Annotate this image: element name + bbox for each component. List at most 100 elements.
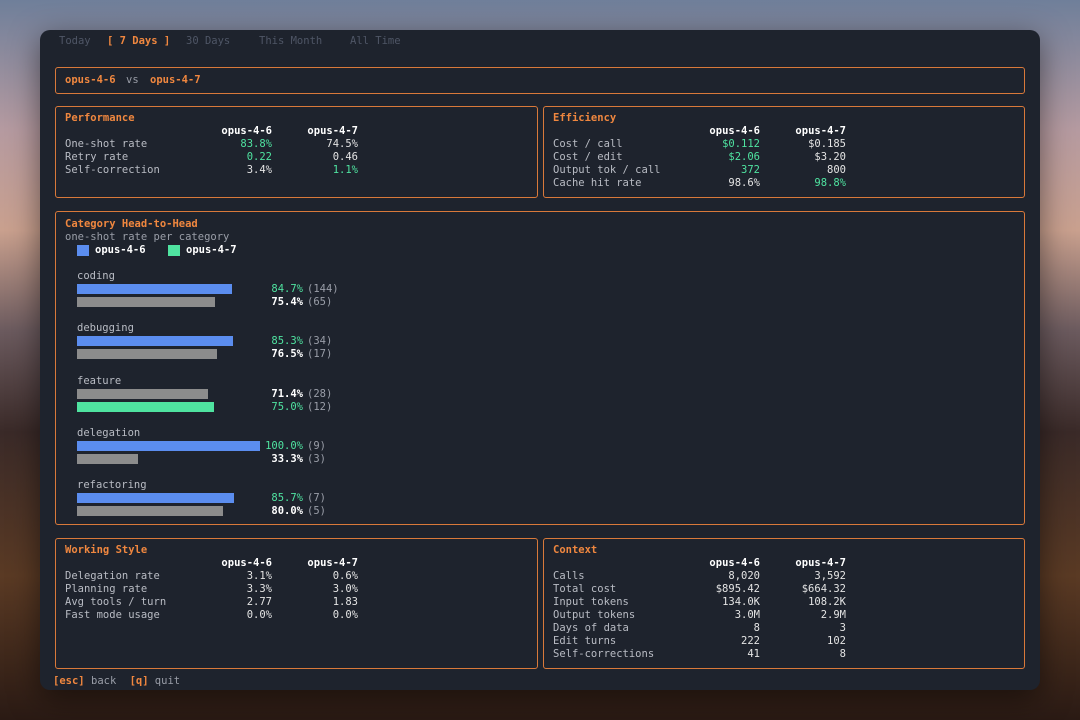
tab[interactable]: [ 7 Days ] [107, 35, 171, 47]
panel-title: Context [553, 544, 598, 556]
count-label: (28) [307, 387, 333, 400]
cell-value: 8 [753, 622, 760, 634]
row-label: Edit turns [553, 635, 617, 647]
row-label: Self-correction [65, 164, 160, 176]
legend-label: opus-4-6 [95, 244, 146, 256]
tab[interactable]: 30 Days [186, 35, 231, 47]
cell-value: $0.112 [722, 138, 760, 150]
row-label: Fast mode usage [65, 609, 160, 621]
efficiency-box [543, 106, 1025, 198]
panel-title: Working Style [65, 544, 148, 556]
footer-key[interactable]: [esc] [53, 675, 85, 687]
row-label: Cache hit rate [553, 177, 642, 189]
cell-value: 8 [839, 648, 846, 660]
bar [77, 349, 217, 360]
cell-value: 800 [827, 164, 846, 176]
bar [77, 453, 138, 464]
category-box [55, 211, 1025, 525]
cell-value: 3.4% [246, 164, 272, 176]
cell-value: 8,020 [728, 570, 760, 582]
column-header: opus-4-7 [307, 557, 358, 569]
cell-value: 3.1% [246, 570, 272, 582]
value-label: 85.7% [271, 492, 303, 505]
cell-value: $2.06 [728, 151, 760, 163]
column-header: opus-4-6 [709, 557, 760, 569]
tab[interactable]: All Time [350, 35, 401, 47]
bar [77, 506, 224, 517]
cell-value: 98.6% [728, 177, 760, 189]
cell-value: 3.0% [332, 583, 358, 595]
header-box [55, 67, 1025, 94]
value-label: 100.0% [265, 439, 303, 452]
count-label: (34) [307, 335, 333, 348]
cell-value: $895.42 [715, 583, 760, 595]
legend-swatch [168, 245, 180, 256]
cell-value: 0.0% [246, 609, 272, 621]
count-label: (65) [307, 296, 333, 308]
cell-value: 372 [741, 164, 760, 176]
cell-value: 0.0% [332, 609, 358, 621]
row-label: Retry rate [65, 151, 129, 163]
column-header: opus-4-7 [795, 557, 846, 569]
bar [77, 388, 208, 399]
value-label: 80.0% [271, 505, 303, 518]
cell-value: 102 [827, 635, 846, 647]
bar [77, 493, 234, 504]
cell-value: 1.83 [332, 596, 358, 608]
legend-label: opus-4-7 [186, 244, 237, 256]
row-label: Planning rate [65, 583, 148, 595]
count-label: (3) [307, 452, 326, 465]
count-label: (5) [307, 505, 326, 518]
terminal-window [40, 30, 1040, 690]
cell-value: 1.1% [332, 164, 358, 176]
cell-value: 3,592 [814, 570, 846, 582]
cell-value: 98.8% [814, 177, 846, 189]
row-label: Output tok / call [553, 164, 661, 176]
count-label: (7) [307, 492, 326, 505]
cell-value: 74.5% [326, 138, 358, 150]
cell-value: 2.77 [246, 596, 272, 608]
working-style-box [55, 538, 538, 669]
value-label: 84.7% [271, 283, 303, 295]
value-label: 75.0% [271, 400, 303, 413]
footer-key[interactable]: [q] [129, 675, 149, 687]
count-label: (144) [307, 283, 339, 295]
cell-value: 83.8% [240, 138, 272, 150]
column-header: opus-4-6 [221, 557, 272, 569]
count-label: (9) [307, 439, 326, 452]
row-label: Cost / call [553, 138, 623, 150]
row-label: Avg tools / turn [65, 596, 167, 608]
panel-title: Efficiency [553, 112, 617, 124]
panel-title: Category Head-to-Head [65, 218, 198, 230]
row-label: Cost / edit [553, 151, 623, 163]
column-header: opus-4-7 [795, 125, 846, 137]
cell-value: 0.6% [332, 570, 358, 582]
cell-value: 0.46 [332, 151, 358, 163]
tab[interactable]: Today [59, 35, 91, 47]
cell-value: 134.0K [722, 596, 760, 608]
cell-value: $0.185 [808, 138, 846, 150]
bar [77, 297, 215, 307]
row-label: Output tokens [553, 609, 636, 621]
category-name: delegation [77, 426, 141, 439]
cell-value: 3.3% [246, 583, 272, 595]
row-label: Total cost [553, 583, 617, 595]
performance-box [55, 106, 538, 198]
context-box [543, 538, 1025, 669]
cell-value: 0.22 [246, 151, 272, 163]
row-label: Calls [553, 570, 585, 582]
tab[interactable]: This Month [259, 35, 323, 47]
bar [77, 440, 260, 451]
value-label: 75.4% [271, 296, 303, 308]
panel-title: Performance [65, 112, 135, 124]
cell-value: $3.20 [814, 151, 846, 163]
subtitle: one-shot rate per category [65, 231, 230, 243]
count-label: (17) [307, 348, 333, 361]
value-label: 71.4% [271, 387, 303, 400]
model-b: opus-4-7 [150, 74, 201, 86]
column-header: opus-4-6 [221, 125, 272, 137]
row-label: Input tokens [553, 596, 629, 608]
footer-label: quit [154, 675, 181, 687]
column-header: opus-4-7 [307, 125, 358, 137]
